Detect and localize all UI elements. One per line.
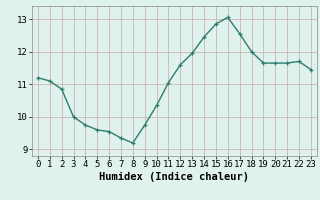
X-axis label: Humidex (Indice chaleur): Humidex (Indice chaleur)	[100, 172, 249, 182]
